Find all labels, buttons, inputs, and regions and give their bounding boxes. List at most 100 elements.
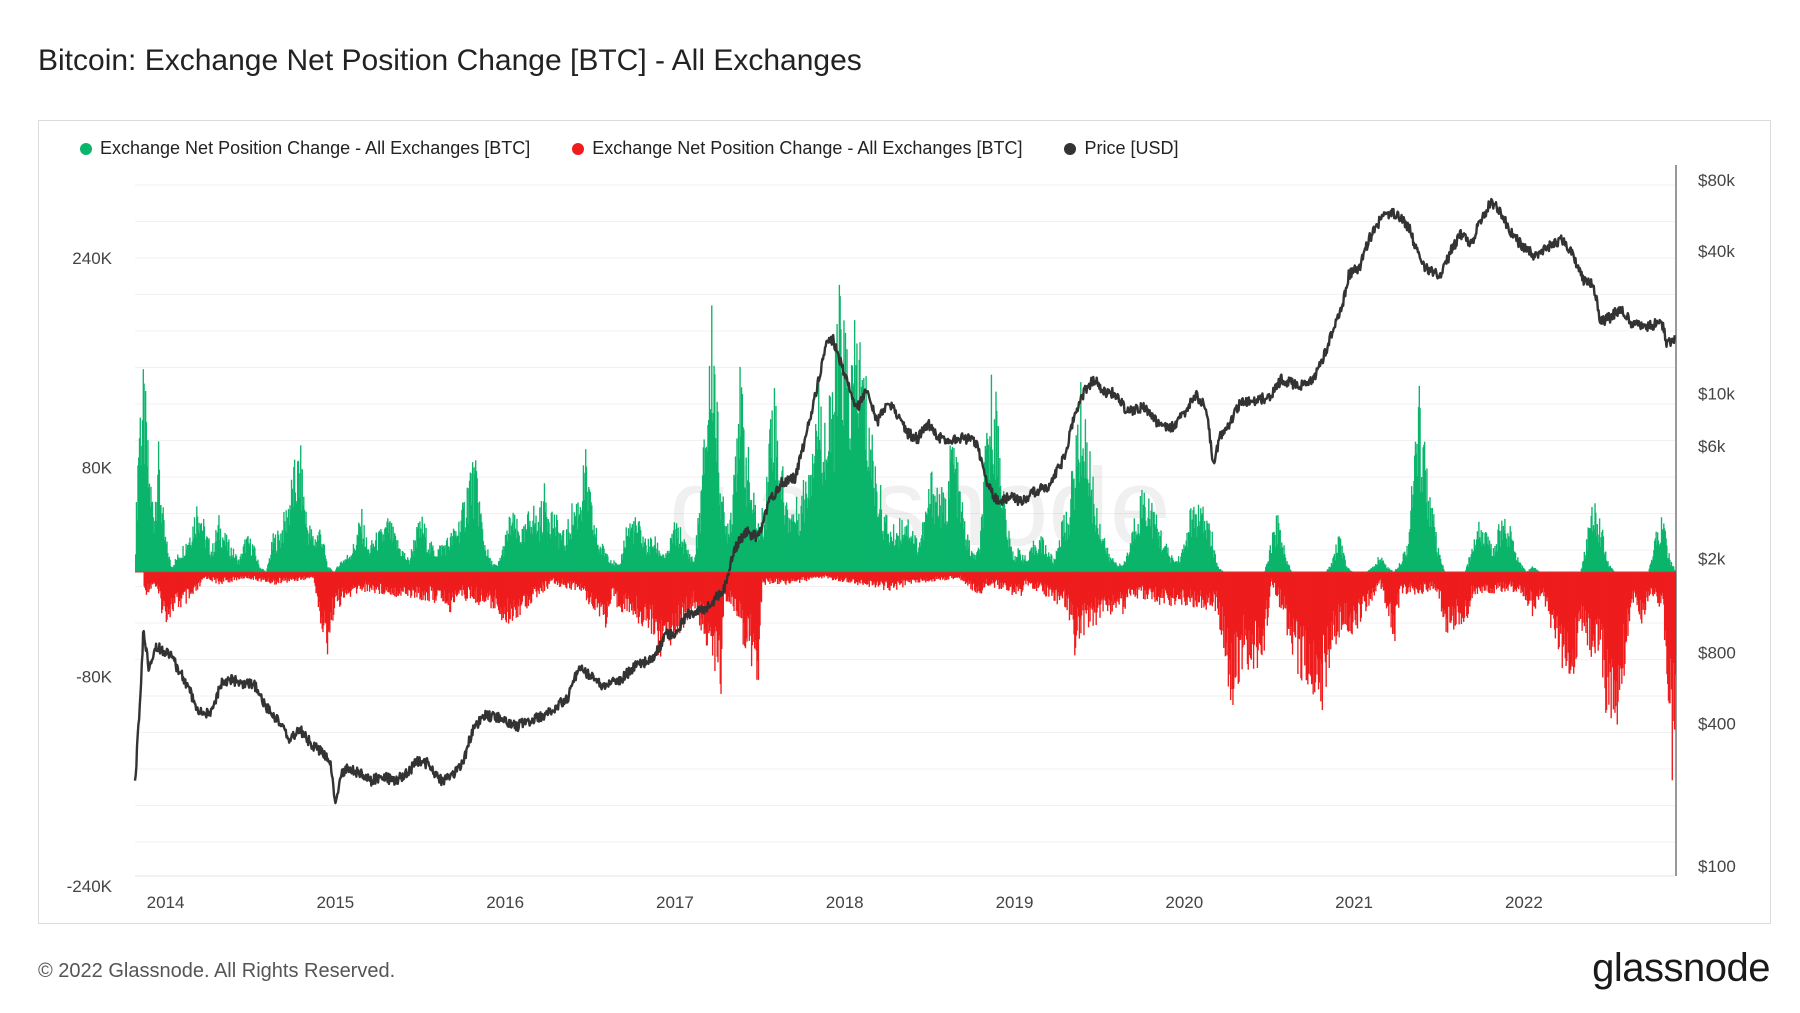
bar-negative	[776, 572, 779, 585]
bar-positive	[1331, 564, 1333, 572]
bar-positive	[1125, 561, 1127, 572]
bar-positive	[306, 527, 308, 572]
bar-negative	[524, 572, 527, 607]
bar-negative	[746, 572, 748, 642]
bar-positive	[280, 533, 282, 572]
bar-negative	[1077, 572, 1080, 617]
bar-negative	[1042, 572, 1045, 590]
bar-positive	[1382, 560, 1385, 572]
bar-negative	[956, 572, 958, 578]
bar-positive	[624, 548, 627, 572]
bar-positive	[383, 540, 385, 572]
bar-positive	[403, 556, 405, 572]
bar-negative	[200, 572, 203, 579]
bar-negative	[1316, 572, 1318, 675]
bar-negative	[643, 572, 645, 620]
bar-negative	[1337, 572, 1340, 605]
bar-negative	[187, 572, 189, 590]
bar-positive	[706, 451, 708, 572]
bar-positive	[588, 489, 591, 572]
bar-positive	[919, 546, 922, 572]
bar-negative	[993, 572, 996, 588]
bar-negative	[980, 572, 982, 593]
bar-negative	[730, 572, 732, 604]
bar-positive	[1072, 479, 1074, 572]
bar-positive	[994, 479, 996, 572]
bar-positive	[466, 487, 468, 572]
bar-negative	[579, 572, 581, 590]
bar-positive	[1478, 521, 1480, 572]
legend-item-negative[interactable]: Exchange Net Position Change - All Excha…	[572, 138, 1022, 159]
bar-negative	[818, 572, 820, 578]
bar-negative	[1558, 572, 1560, 648]
bar-positive	[921, 522, 924, 572]
bar-negative	[429, 572, 431, 587]
bar-negative	[1126, 572, 1129, 598]
bar-positive	[685, 543, 687, 572]
bar-positive	[1087, 496, 1090, 572]
bar-negative	[1317, 572, 1319, 659]
bar-negative	[1352, 572, 1355, 606]
bar-negative	[675, 572, 677, 614]
legend-item-positive[interactable]: Exchange Net Position Change - All Excha…	[80, 138, 530, 159]
bar-negative	[1430, 572, 1433, 587]
bar-positive	[714, 438, 717, 572]
bar-positive	[760, 522, 763, 572]
bar-negative	[984, 572, 987, 584]
bar-negative	[1641, 572, 1644, 603]
bar-positive	[461, 509, 463, 572]
bar-negative	[432, 572, 434, 600]
bar-positive	[650, 538, 653, 572]
bar-negative	[1200, 572, 1203, 608]
bar-positive	[1188, 533, 1190, 572]
bar-positive	[743, 429, 745, 572]
bar-positive	[144, 390, 147, 572]
bar-negative	[498, 572, 501, 614]
bar-positive	[1206, 523, 1209, 572]
glassnode-logo[interactable]: glassnode	[1592, 946, 1770, 990]
bar-negative	[1553, 572, 1555, 619]
bar-positive	[216, 532, 219, 572]
bar-positive	[679, 527, 682, 572]
bar-negative	[711, 572, 714, 656]
bar-positive	[554, 536, 556, 572]
bar-positive	[1280, 548, 1282, 572]
bar-negative	[640, 572, 642, 612]
bar-negative	[1216, 572, 1219, 609]
bar-negative	[1552, 572, 1554, 610]
bar-positive	[256, 561, 258, 572]
bar-positive	[381, 541, 384, 572]
bar-negative	[1582, 572, 1584, 623]
bar-negative	[166, 572, 168, 620]
bar-negative	[808, 572, 811, 579]
bar-negative	[398, 572, 401, 594]
bar-positive	[925, 513, 928, 572]
bar-negative	[983, 572, 985, 588]
bar-negative	[1174, 572, 1177, 602]
bar-positive	[563, 546, 566, 572]
bar-positive	[1368, 570, 1371, 572]
bar-positive	[280, 543, 283, 572]
bar-positive	[378, 530, 381, 572]
bar-negative	[629, 572, 631, 604]
bar-negative	[704, 572, 706, 630]
bar-negative	[1564, 572, 1567, 659]
bar-positive	[1009, 538, 1011, 572]
bar-positive	[691, 561, 694, 572]
bar-negative	[288, 572, 291, 582]
bar-positive	[901, 519, 903, 572]
bar-negative	[1615, 572, 1617, 707]
bar-positive	[1003, 502, 1006, 572]
bar-positive	[966, 550, 968, 572]
bar-negative	[560, 572, 563, 584]
bar-positive	[1106, 547, 1109, 572]
bar-positive	[527, 511, 530, 572]
bar-positive	[1286, 561, 1288, 572]
bar-negative	[301, 572, 304, 579]
bar-negative	[1058, 572, 1060, 593]
bar-positive	[549, 538, 552, 572]
bar-positive	[862, 385, 864, 572]
bar-positive	[1405, 557, 1407, 572]
bar-negative	[1290, 572, 1292, 626]
legend-item-price[interactable]: Price [USD]	[1064, 138, 1179, 159]
